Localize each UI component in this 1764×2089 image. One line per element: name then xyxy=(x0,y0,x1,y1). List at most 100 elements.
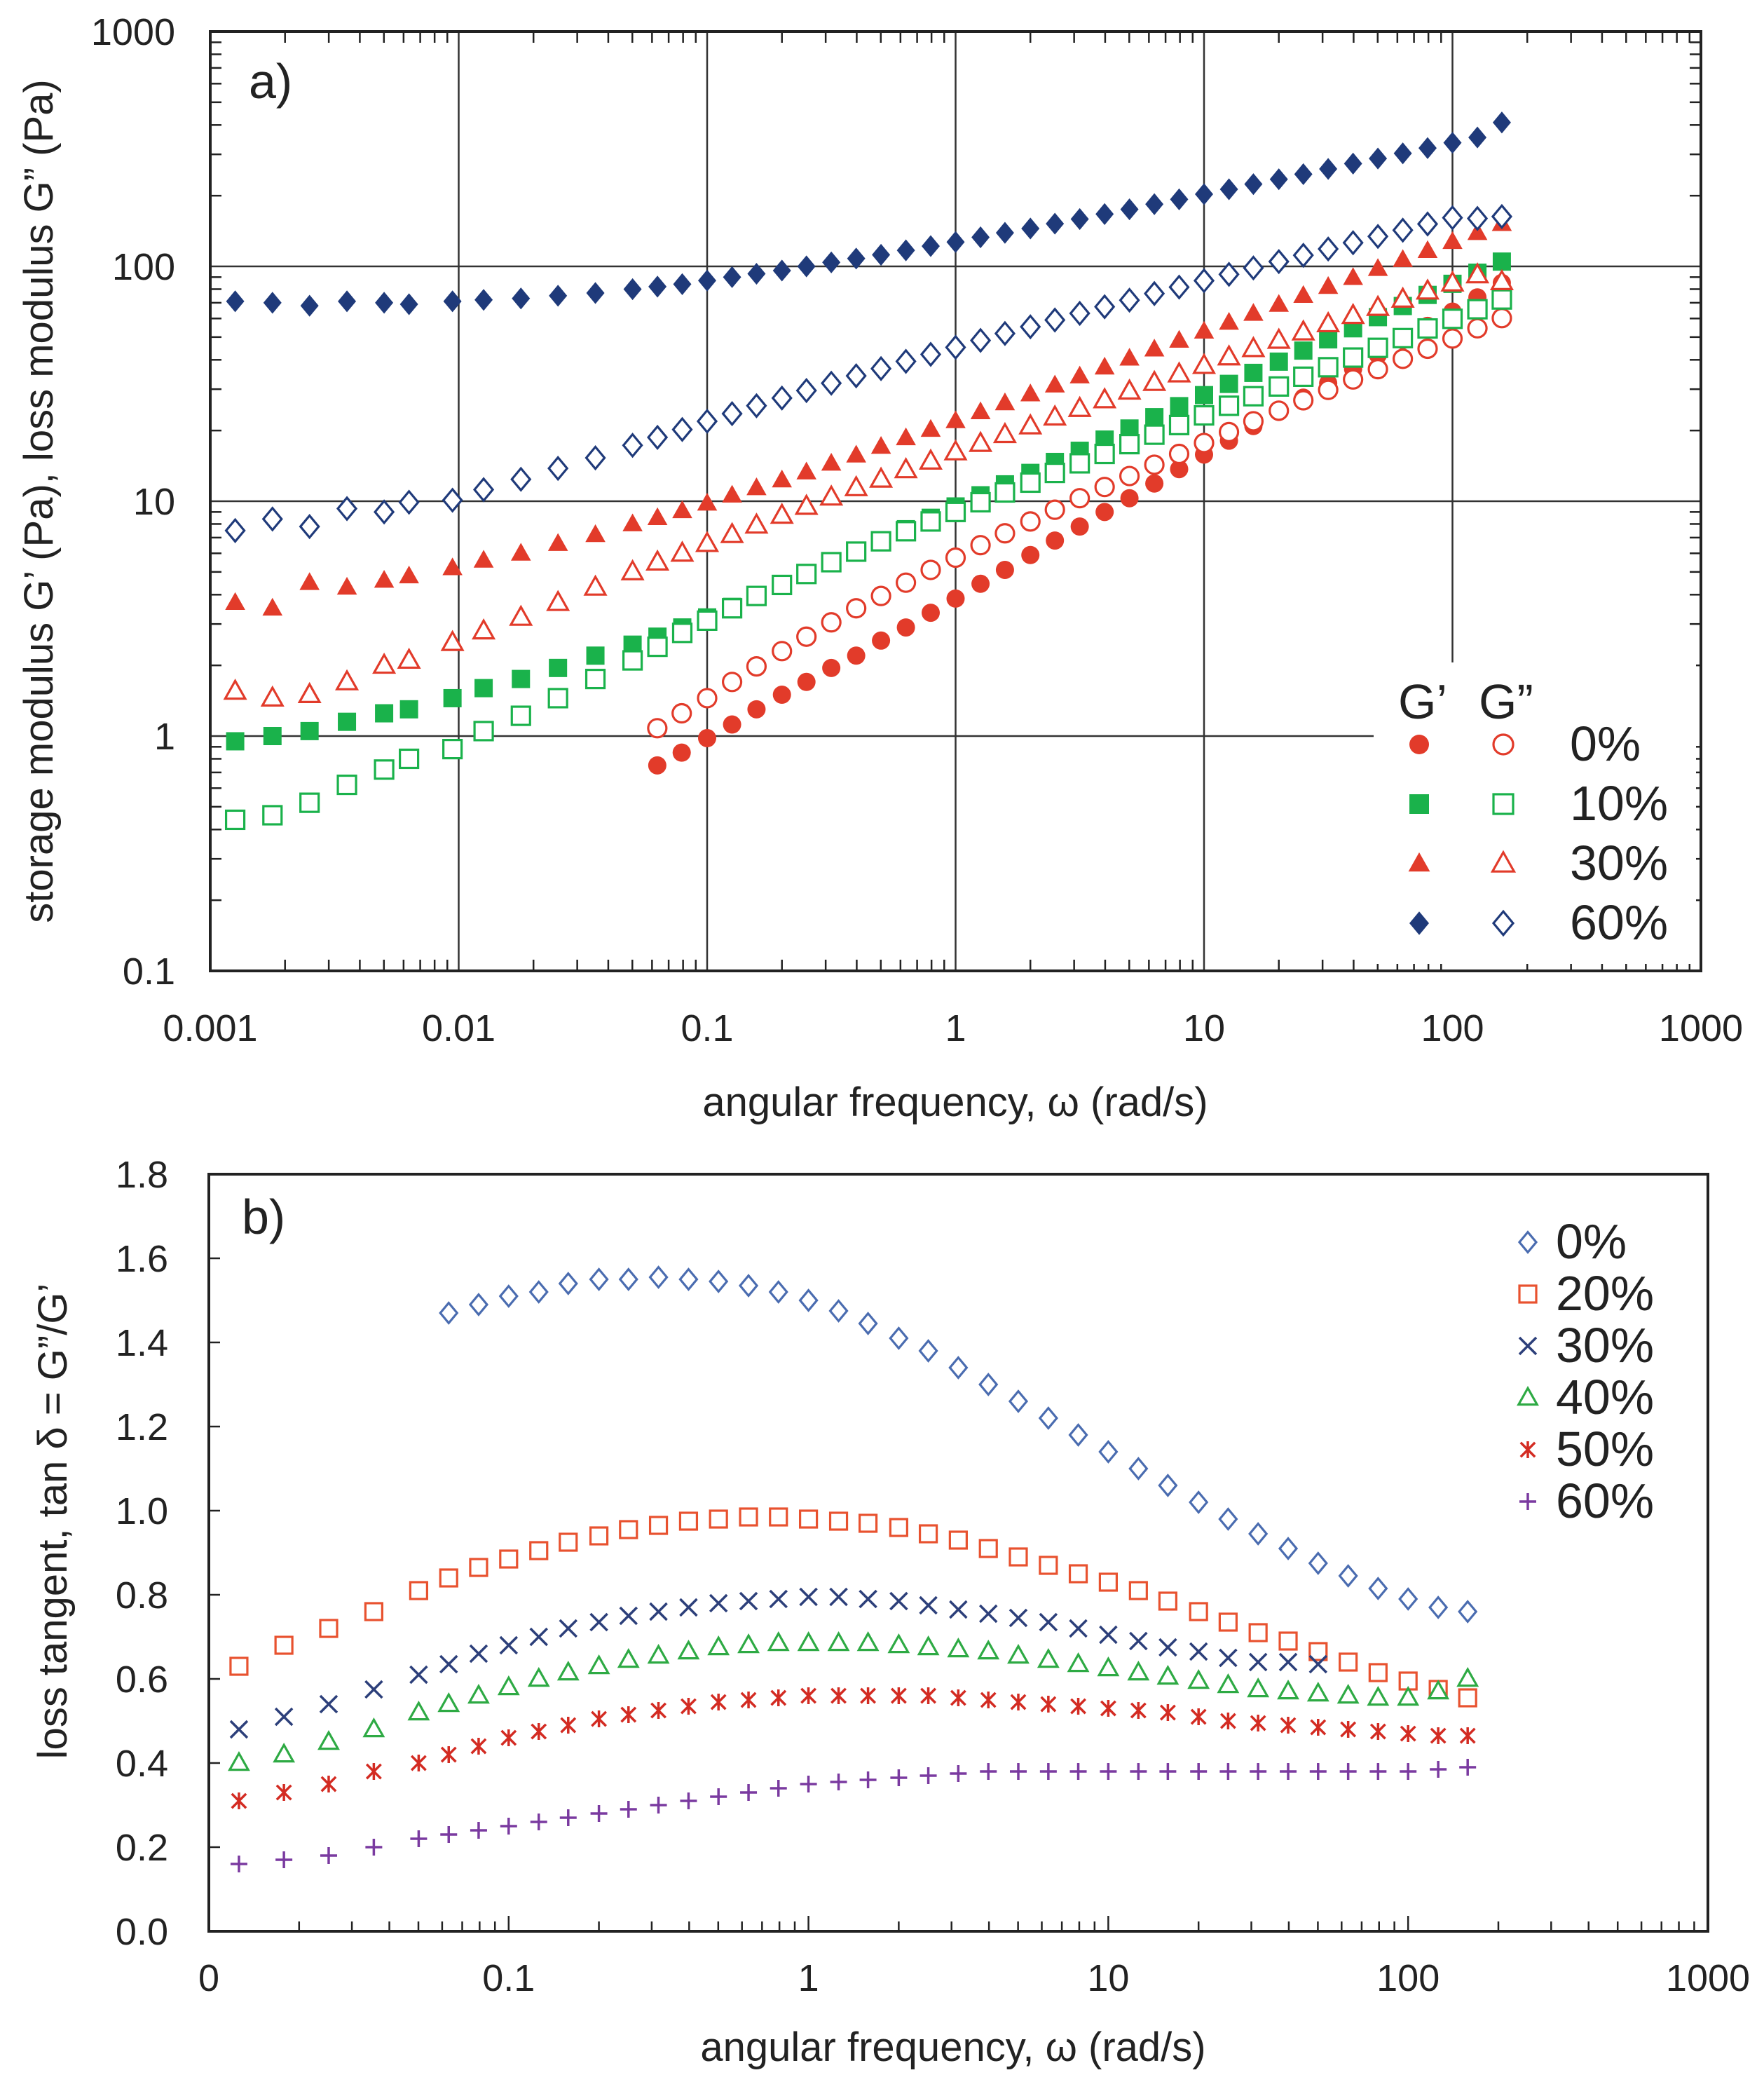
panel-a-point xyxy=(620,559,645,580)
panel-a-point xyxy=(622,650,643,671)
panel-a-point xyxy=(1095,203,1114,225)
panel-b-point xyxy=(619,1520,638,1539)
panel-a-point xyxy=(1243,386,1264,407)
panel-b-point xyxy=(530,1814,547,1830)
legend-b-label-0: 0% xyxy=(1556,1214,1627,1269)
panel-a-point xyxy=(1020,383,1041,402)
panel-b-point xyxy=(1459,1727,1476,1744)
panel-b-point xyxy=(556,1660,580,1681)
panel-b-point xyxy=(365,1763,382,1780)
panel-a-point xyxy=(1144,424,1165,445)
panel-a-point xyxy=(1468,126,1487,149)
panel-a-point xyxy=(721,400,743,427)
legend-a-marker-open xyxy=(1492,733,1515,756)
panel-b-point xyxy=(275,1784,292,1801)
panel-a-point xyxy=(472,477,495,503)
panel-a-point xyxy=(1442,328,1463,349)
panel-b-point xyxy=(860,1687,877,1704)
panel-a-point xyxy=(722,484,742,503)
panel-a-point xyxy=(1466,205,1489,231)
panel-a-point xyxy=(995,222,1014,244)
panel-a-point xyxy=(970,491,991,513)
panel-b-x-axis-label: angular frequency, ω (rad/s) xyxy=(700,2025,1205,2070)
panel-b-point xyxy=(1130,1702,1147,1719)
panel-a-point xyxy=(1369,147,1388,170)
panel-a-point xyxy=(225,592,245,611)
panel-a-point xyxy=(698,269,716,292)
panel-b-y-tick-label: 1.0 xyxy=(116,1490,168,1532)
panel-a-point xyxy=(920,559,941,580)
panel-a-point xyxy=(1046,531,1065,550)
panel-b-point xyxy=(273,1742,296,1763)
panel-a-point xyxy=(920,419,941,437)
panel-b-y-tick-label: 1.2 xyxy=(116,1406,168,1448)
panel-b-x-tick-label: 0 xyxy=(198,1957,219,1999)
panel-a-point xyxy=(372,652,397,674)
panel-b-point xyxy=(890,1687,907,1704)
panel-a-point xyxy=(1218,261,1240,287)
panel-a-point xyxy=(1417,318,1438,339)
panel-a-point xyxy=(509,604,533,626)
panel-a-point xyxy=(1269,294,1290,312)
panel-a-point xyxy=(1392,217,1414,243)
panel-b-legend-markers xyxy=(1517,1230,1539,1510)
panel-b-point xyxy=(740,1784,758,1801)
panel-a-point xyxy=(1170,397,1189,416)
panel-a-point xyxy=(1117,378,1142,400)
panel-a-y-tick-label: 10 xyxy=(133,481,175,523)
panel-b-point xyxy=(1400,1763,1417,1780)
legend-b-marker xyxy=(1518,1284,1538,1304)
panel-a-point xyxy=(720,522,744,543)
panel-a-point xyxy=(1195,183,1213,205)
panel-b-point xyxy=(1040,1696,1057,1713)
panel-b-point xyxy=(1159,1704,1176,1721)
panel-a-point xyxy=(1195,386,1213,404)
panel-b-point xyxy=(890,1769,908,1786)
panel-a-point xyxy=(1393,142,1412,165)
panel-a-point xyxy=(1489,268,1514,290)
panel-b-point xyxy=(1098,1572,1119,1592)
panel-a-point xyxy=(443,688,462,707)
panel-a-point xyxy=(1191,353,1217,374)
panel-b-point xyxy=(1308,1654,1328,1674)
legend-b-marker xyxy=(1517,1385,1539,1406)
panel-b-point xyxy=(1069,1619,1088,1638)
panel-a-point xyxy=(1293,366,1314,387)
panel-b-point xyxy=(620,1801,637,1818)
panel-a-point xyxy=(1492,111,1511,134)
panel-a-point xyxy=(1120,198,1139,221)
legend-b-marker xyxy=(1517,1230,1538,1254)
panel-a-point xyxy=(946,231,965,253)
panel-a-point xyxy=(1194,404,1215,426)
panel-a-point xyxy=(970,401,991,420)
panel-a-point xyxy=(262,805,283,826)
panel-a-point xyxy=(771,385,793,411)
panel-a-point xyxy=(1316,311,1341,333)
panel-b-point xyxy=(1458,1600,1478,1624)
panel-a-point xyxy=(584,668,606,690)
panel-a-point xyxy=(546,590,570,611)
panel-a-point xyxy=(335,669,360,690)
panel-a-point xyxy=(846,598,867,619)
panel-a-point xyxy=(1094,356,1115,375)
panel-a-point xyxy=(1318,357,1339,378)
panel-b-data-points xyxy=(227,1265,1479,1872)
panel-a-point xyxy=(920,511,941,532)
panel-a-point xyxy=(647,507,668,526)
panel-a-x-tick-label: 0.1 xyxy=(681,1007,733,1049)
panel-b-point xyxy=(560,1717,577,1734)
panel-b-point xyxy=(797,1631,820,1652)
panel-b-point xyxy=(950,1689,966,1706)
panel-a-point xyxy=(673,273,692,295)
panel-a-point xyxy=(1167,361,1191,383)
panel-b-point xyxy=(1100,1763,1117,1780)
panel-a-x-tick-label: 0.001 xyxy=(163,1007,257,1049)
panel-b-point xyxy=(1338,1564,1358,1588)
panel-a-point xyxy=(746,477,767,496)
panel-a-point xyxy=(1168,443,1190,465)
panel-b-point xyxy=(767,1631,790,1652)
panel-b-point xyxy=(859,1589,877,1609)
panel-a-point xyxy=(796,564,817,585)
panel-b-point xyxy=(559,1619,578,1638)
panel-b-point xyxy=(1400,1725,1416,1742)
